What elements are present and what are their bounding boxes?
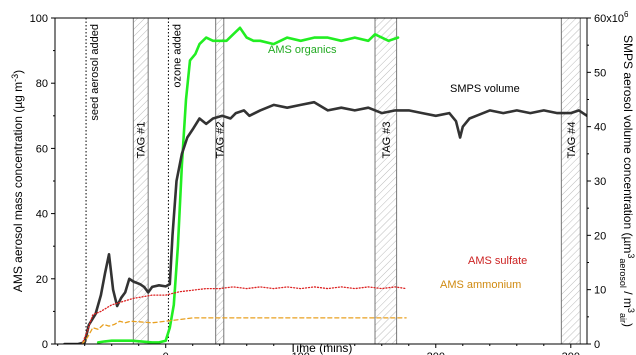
event-label-1: seed aerosol added	[89, 24, 101, 121]
y-left-tick-label-80: 80	[36, 78, 48, 90]
left-axis-title-main: AMS aerosol mass concentration (µg m	[11, 82, 25, 292]
right-axis-title-sub1: aerosol	[618, 258, 628, 288]
series-lines	[63, 26, 587, 344]
y-right-tick-label-1: 10	[594, 285, 606, 297]
y-right-tick-label-0: 0	[594, 339, 600, 351]
y-left-tick-label-40: 40	[36, 209, 48, 221]
right-axis-title-main: SMPS aerosol volume concentration (µm	[621, 35, 635, 253]
x-tick-label-0: 0	[163, 351, 169, 355]
series-label-sulfate: AMS sulfate	[468, 255, 527, 267]
series-label-ammonium: AMS ammonium	[440, 279, 521, 291]
series-line-smps-volume	[63, 100, 587, 344]
series-label-smps: SMPS volume	[450, 83, 520, 95]
tag-region-4	[560, 17, 581, 345]
y-right-tick-label-6: 60x106	[594, 10, 629, 25]
right-axis-title-mid: / m	[621, 288, 635, 308]
left-axis-title-exponent: -3	[10, 74, 20, 82]
y-right-tick-label-4: 40	[594, 122, 606, 134]
series-line-ams-sulfate	[81, 286, 407, 344]
x-tick-label-300: 300	[562, 351, 580, 355]
x-axis-title: Time (mins)	[290, 341, 353, 355]
tag-regions: TAG #1 TAG #2 TAG #3 TAG #4	[132, 17, 581, 345]
y-left-tick-label-20: 20	[36, 274, 48, 286]
left-axis-title-end: )	[11, 70, 25, 74]
tag-region-2	[215, 17, 225, 345]
axes: 0 100 200 300 0 20 40 60 80 100 0 10 20 30 40 50 60x106	[30, 10, 629, 355]
tag-label-2: TAG #2	[215, 121, 227, 158]
x-tick-label-100: 100	[292, 351, 310, 355]
y-left-tick-label-100: 100	[30, 13, 48, 25]
y-right-tick-label-3: 30	[594, 176, 606, 188]
right-axis-title-end: )	[621, 323, 635, 327]
right-axis-title-exp2: 3	[626, 308, 636, 313]
x-tick-label-200: 200	[427, 351, 445, 355]
tag-region-1	[132, 17, 149, 345]
y-right-top-exponent: 6	[624, 10, 629, 19]
tag-region-3	[374, 17, 398, 345]
tag-label-4: TAG #4	[566, 121, 578, 158]
y-left-tick-label-60: 60	[36, 143, 48, 155]
left-axis-title: AMS aerosol mass concentration (µg m-3)	[10, 70, 25, 292]
y-left-tick-label-0: 0	[42, 339, 48, 351]
right-axis-title-sub2: air	[618, 313, 628, 323]
y-right-tick-label-5: 50	[594, 67, 606, 79]
right-axis-title: SMPS aerosol volume concentration (µm3ae…	[618, 35, 636, 327]
tag-label-3: TAG #3	[381, 121, 393, 158]
right-axis-title-exp1: 3	[626, 253, 636, 258]
event-label-2: ozone added	[171, 24, 183, 88]
event-markers: seed aerosol added ozone added	[85, 18, 183, 344]
series-label-organics: AMS organics	[268, 44, 337, 56]
series-line-ams-ammonium	[81, 317, 407, 344]
tag-label-1: TAG #1	[136, 121, 148, 158]
series-line-ams-organics	[96, 26, 400, 344]
y-right-tick-label-2: 20	[594, 230, 606, 242]
